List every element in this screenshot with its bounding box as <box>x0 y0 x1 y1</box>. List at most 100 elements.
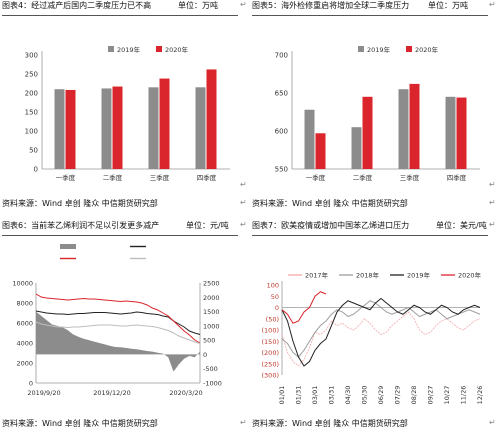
x-tick-label: 三季度 <box>150 173 170 182</box>
y-tick-label: 200 <box>25 90 38 98</box>
x-tick-label: 一季度 <box>306 173 326 182</box>
bar <box>409 83 420 169</box>
bar <box>456 97 467 169</box>
source-note-left-top: 资料来源：Wind 卓创 隆众 中信期货研究部 <box>2 199 158 208</box>
legend-swatch <box>60 244 76 249</box>
y-tick-label: (250) <box>262 360 279 368</box>
y-tick-label: 0 <box>275 304 279 312</box>
y-left-tick-label: 2000 <box>16 360 33 368</box>
bar <box>398 89 409 169</box>
caption-rule-left-2 <box>2 235 238 236</box>
y-tick-label: 0 <box>34 166 38 174</box>
return-mark-icon: ↵ <box>489 418 496 427</box>
return-mark-icon: ↵ <box>240 0 247 9</box>
y-tick-label: (300) <box>262 372 279 380</box>
y-right-tick-label: 1000 <box>203 322 220 330</box>
x-tick-label: 03/01 <box>311 386 319 405</box>
x-tick-label: 12/26 <box>476 386 484 405</box>
legend-swatch <box>108 46 114 52</box>
y-right-tick-label: 2500 <box>203 280 220 288</box>
series-area <box>36 311 200 372</box>
figure-7-unit: 单位：美元/吨 <box>436 221 487 230</box>
bar-chart-global-styrene-output: 2019年 2020年 550 600 650 700 一季度 二季度 三季度 四季度 <box>275 45 480 182</box>
source-note-right-top: 资料来源：Wind 卓创 隆众 中信期货研究部 <box>252 199 408 208</box>
x-tick-label: 07/29 <box>394 386 402 405</box>
caption-rule-left <box>2 15 238 16</box>
bar <box>362 96 373 169</box>
legend-label: 2019年 <box>407 271 431 280</box>
x-tick-label: 2019/9/20 <box>27 389 60 397</box>
y-tick-label: 50 <box>29 147 38 155</box>
legend-label: 2019年 <box>367 45 391 54</box>
bar <box>54 89 65 169</box>
figure-5-caption: 图表5：海外检修重启将增加全球二季度压力 <box>252 1 410 10</box>
return-mark-icon: ↵ <box>240 180 247 189</box>
caption-rule-right-2 <box>252 235 488 236</box>
legend-swatch <box>156 46 162 52</box>
y-right-tick-label: 500 <box>203 337 215 345</box>
x-tick-label: 10/27 <box>443 386 451 405</box>
bar <box>159 78 170 169</box>
x-tick-label: 05/30 <box>361 386 369 405</box>
return-mark-icon: ↵ <box>489 220 496 229</box>
return-mark-icon: ↵ <box>489 0 496 9</box>
y-right-tick-label: 0 <box>203 351 207 359</box>
y-right-tick-label: 1500 <box>203 308 220 316</box>
bar <box>101 88 112 169</box>
legend-swatch <box>406 46 412 52</box>
legend-swatch <box>358 46 364 52</box>
bar <box>351 127 362 169</box>
y-left-tick-label: 4000 <box>16 340 33 348</box>
bar <box>65 89 76 169</box>
legend-label: 2020年 <box>458 271 482 280</box>
figure-5-unit: 单位：万吨 <box>428 1 468 10</box>
bar <box>112 86 123 169</box>
x-tick-label: 04/30 <box>344 386 352 405</box>
y-left-tick-label: 0 <box>29 380 33 388</box>
y-right-tick-label: -500 <box>203 365 218 373</box>
y-tick-label: 250 <box>25 71 38 79</box>
x-tick-label: 2020/3/20 <box>169 389 202 397</box>
y-left-tick-label: 6000 <box>16 320 33 328</box>
bar <box>445 96 456 169</box>
legend-label: 2018年 <box>356 271 380 280</box>
y-tick-label: (100) <box>262 327 279 335</box>
x-tick-label: 09/27 <box>427 386 435 405</box>
series-line <box>281 291 327 324</box>
y-tick-label: 650 <box>275 90 288 98</box>
y-left-tick-label: 8000 <box>16 300 33 308</box>
caption-rule-right <box>252 15 488 16</box>
y-tick-label: 100 <box>25 128 38 136</box>
series-line <box>281 300 481 358</box>
y-tick-label: 50 <box>271 293 279 301</box>
series-line <box>281 311 481 367</box>
figure-4-unit: 单位：万吨 <box>178 1 218 10</box>
bar <box>148 87 159 169</box>
x-tick-label: 二季度 <box>103 173 123 182</box>
y-tick-label: 100 <box>267 282 279 290</box>
x-tick-label: 三季度 <box>400 173 420 182</box>
bar <box>315 133 326 169</box>
figure-7-caption: 图表7：欧美疫情或增加中国苯乙烯进口压力 <box>252 221 410 230</box>
y-tick-label: 700 <box>275 52 288 60</box>
legend-label: 2017年 <box>305 271 329 280</box>
series-line <box>281 297 481 367</box>
legend-label: 2020年 <box>415 45 439 54</box>
x-tick-label: 11/26 <box>460 386 468 405</box>
y-tick-label: 550 <box>275 166 288 174</box>
bar <box>304 109 315 169</box>
x-tick-label: 四季度 <box>447 173 467 182</box>
x-tick-label: 08/28 <box>410 386 418 405</box>
y-right-tick-label: 2000 <box>203 294 220 302</box>
line-chart-styrene-profit-prices: 0 2000 4000 6000 8000 10000 -1000 -500 0 500 1000 1… <box>12 244 222 397</box>
legend-label: 2019年 <box>117 45 141 54</box>
y-left-tick-label: 10000 <box>12 280 33 288</box>
source-note-left-bottom: 资料来源：Wind 卓创 隆众 中信期货研究部 <box>2 419 158 428</box>
y-tick-label: (50) <box>266 315 279 323</box>
x-tick-label: 01/01 <box>278 386 286 405</box>
return-mark-icon: ↵ <box>240 418 247 427</box>
series-line <box>35 293 201 344</box>
figure-4-caption: 图表4：经过减产后国内二季度压力已不高 <box>2 1 152 10</box>
line-chart-sm-china-europe-spread: 2017年 2018年 2019年 2020年 100 50 0 (50) (100) (150)… <box>262 271 484 405</box>
y-tick-label: (200) <box>262 349 279 357</box>
